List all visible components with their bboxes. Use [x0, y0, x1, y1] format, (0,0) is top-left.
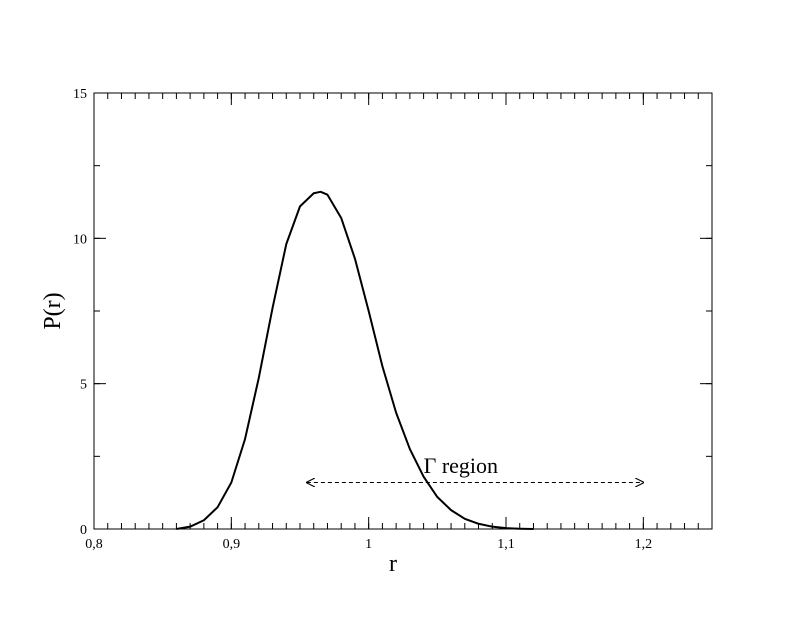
major-ticks: [93, 92, 712, 530]
x-tick-label: 0,8: [85, 537, 103, 552]
y-tick-label: 10: [73, 232, 87, 247]
series-layer: [176, 190, 534, 530]
plot-frame: [93, 92, 713, 530]
x-axis-title: r: [389, 551, 397, 577]
gamma-region-annotation: Γ region: [307, 453, 643, 483]
y-axis-title: P(r): [40, 292, 66, 329]
x-tick-label: 1,1: [497, 537, 515, 552]
tick-labels: 0,8 0,9 1 1,1 1,2 0 5 10 15: [73, 87, 652, 552]
gamma-region-label: Γ region: [424, 453, 498, 478]
minor-ticks: [93, 92, 713, 530]
x-tick-label: 1: [365, 537, 372, 552]
y-tick-label: 5: [80, 378, 87, 393]
distribution-curve: [176, 190, 534, 530]
y-tick-label: 0: [80, 523, 87, 538]
x-tick-label: 0,9: [223, 537, 241, 552]
y-tick-label: 15: [73, 87, 87, 102]
x-tick-label: 1,2: [635, 537, 653, 552]
